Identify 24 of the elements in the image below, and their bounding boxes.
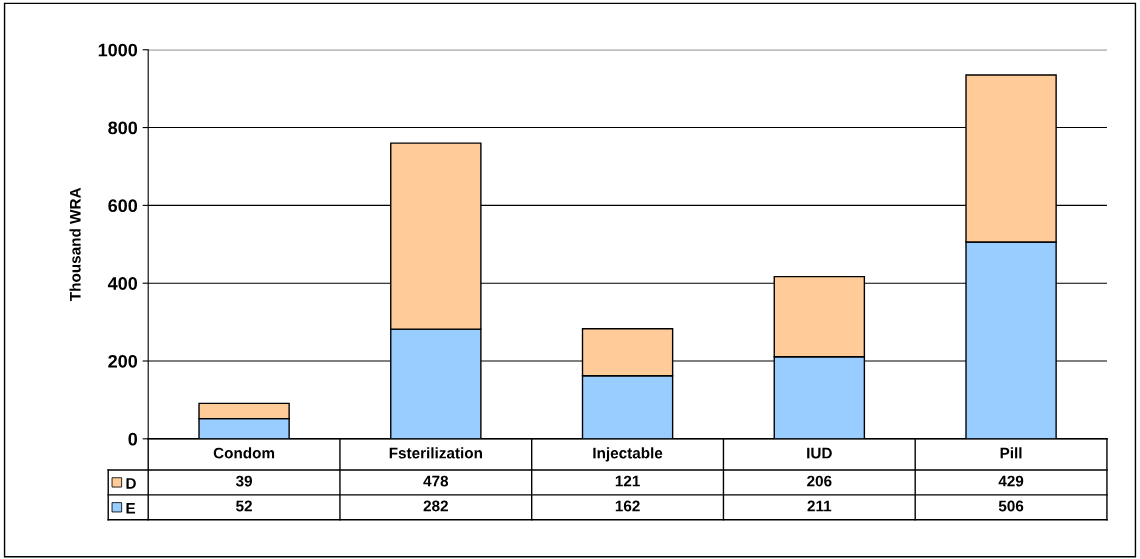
y-axis-title: Thousand WRA bbox=[69, 187, 81, 301]
data-label: 282 bbox=[423, 500, 448, 512]
x-tick-label: Injectable bbox=[593, 447, 663, 462]
data-label: 429 bbox=[998, 475, 1024, 487]
x-tick-label: Condom bbox=[213, 447, 275, 459]
data-label: 206 bbox=[807, 475, 832, 487]
y-tick-label: 600 bbox=[108, 199, 138, 213]
y-tick-label: 800 bbox=[108, 121, 138, 135]
data-label: 478 bbox=[423, 475, 449, 487]
x-tick-label: Fsterilization bbox=[389, 447, 482, 459]
data-label: 52 bbox=[236, 500, 252, 512]
data-label: 506 bbox=[998, 500, 1024, 512]
y-tick-label: 400 bbox=[107, 277, 138, 290]
y-tick-label: 200 bbox=[108, 354, 138, 368]
x-tick-label: Pill bbox=[1000, 447, 1022, 459]
data-label: 39 bbox=[235, 475, 253, 487]
data-label: 211 bbox=[807, 500, 832, 512]
y-tick-label: 0 bbox=[128, 432, 138, 446]
y-tick-label: 1000 bbox=[98, 43, 138, 57]
x-tick-label: IUD bbox=[807, 447, 832, 459]
legend-label: E bbox=[126, 503, 136, 514]
legend-label: D bbox=[126, 478, 136, 489]
data-label: 162 bbox=[615, 500, 640, 512]
data-label: 121 bbox=[615, 475, 640, 487]
